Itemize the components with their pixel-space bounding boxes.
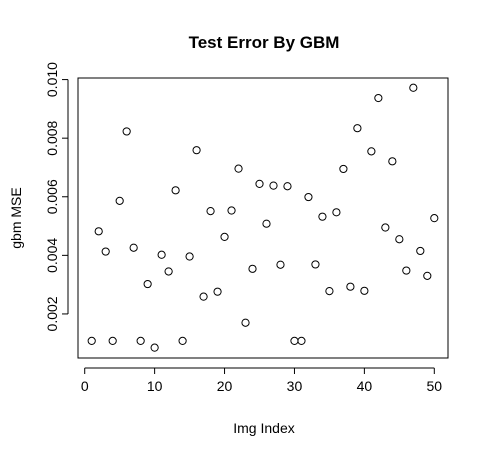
x-axis-label: Img Index [233,420,294,436]
data-point [255,179,264,188]
data-point [157,250,166,259]
data-point [311,260,320,269]
data-point [304,192,313,202]
y-tick-label: 0.004 [44,238,60,273]
data-point [290,336,299,345]
y-tick-label: 0.008 [44,120,60,155]
data-point [367,147,376,156]
x-tick-label: 0 [81,378,89,394]
data-point [87,336,96,345]
data-point [388,157,397,166]
y-tick-label: 0.010 [44,62,60,97]
data-point [297,336,306,345]
data-point [332,208,341,217]
chart-title: Test Error By GBM [189,33,340,52]
x-tick-label: 20 [217,378,233,394]
data-point [269,181,278,190]
data-point [248,264,257,273]
data-point [136,336,145,345]
data-point [402,266,411,275]
data-point [416,246,425,256]
data-point [430,214,439,223]
data-point [423,271,432,280]
y-axis: 0.002 0.004 0.006 0.008 0.010 [44,62,69,331]
data-point [199,292,208,301]
data-point [150,343,159,352]
data-point [360,286,369,295]
data-point [227,206,236,215]
data-point [409,83,418,92]
y-tick-label: 0.006 [44,179,60,214]
data-point [108,336,117,345]
data-point [353,124,362,133]
data-point [346,282,355,291]
data-point [115,196,124,205]
data-point [241,318,250,327]
data-point [185,252,194,261]
data-point [325,286,334,296]
data-point [283,182,292,191]
y-tick-label: 0.002 [44,296,60,331]
data-point [94,227,103,236]
y-axis-label: gbm MSE [8,187,24,248]
data-point [220,232,229,241]
data-point [171,186,180,195]
data-point [234,164,243,173]
data-point [101,247,110,256]
x-tick-label: 30 [287,378,303,394]
data-point [395,235,404,244]
x-tick-label: 50 [427,378,443,394]
data-point [143,279,152,289]
x-tick-label: 40 [357,378,373,394]
data-point [192,146,201,155]
data-point [178,336,187,345]
data-point [262,219,271,228]
x-tick-label: 10 [147,378,163,394]
data-point [122,127,131,136]
data-point [213,287,222,296]
data-point [206,207,215,216]
data-points [87,83,439,352]
plot-frame [77,77,449,359]
data-point [318,212,327,221]
data-point [276,260,285,269]
data-point [381,223,390,232]
data-point [374,93,383,103]
x-axis: 0 10 20 30 40 50 [81,367,443,394]
data-point [164,267,173,276]
data-point [339,164,348,174]
data-point [129,243,138,252]
